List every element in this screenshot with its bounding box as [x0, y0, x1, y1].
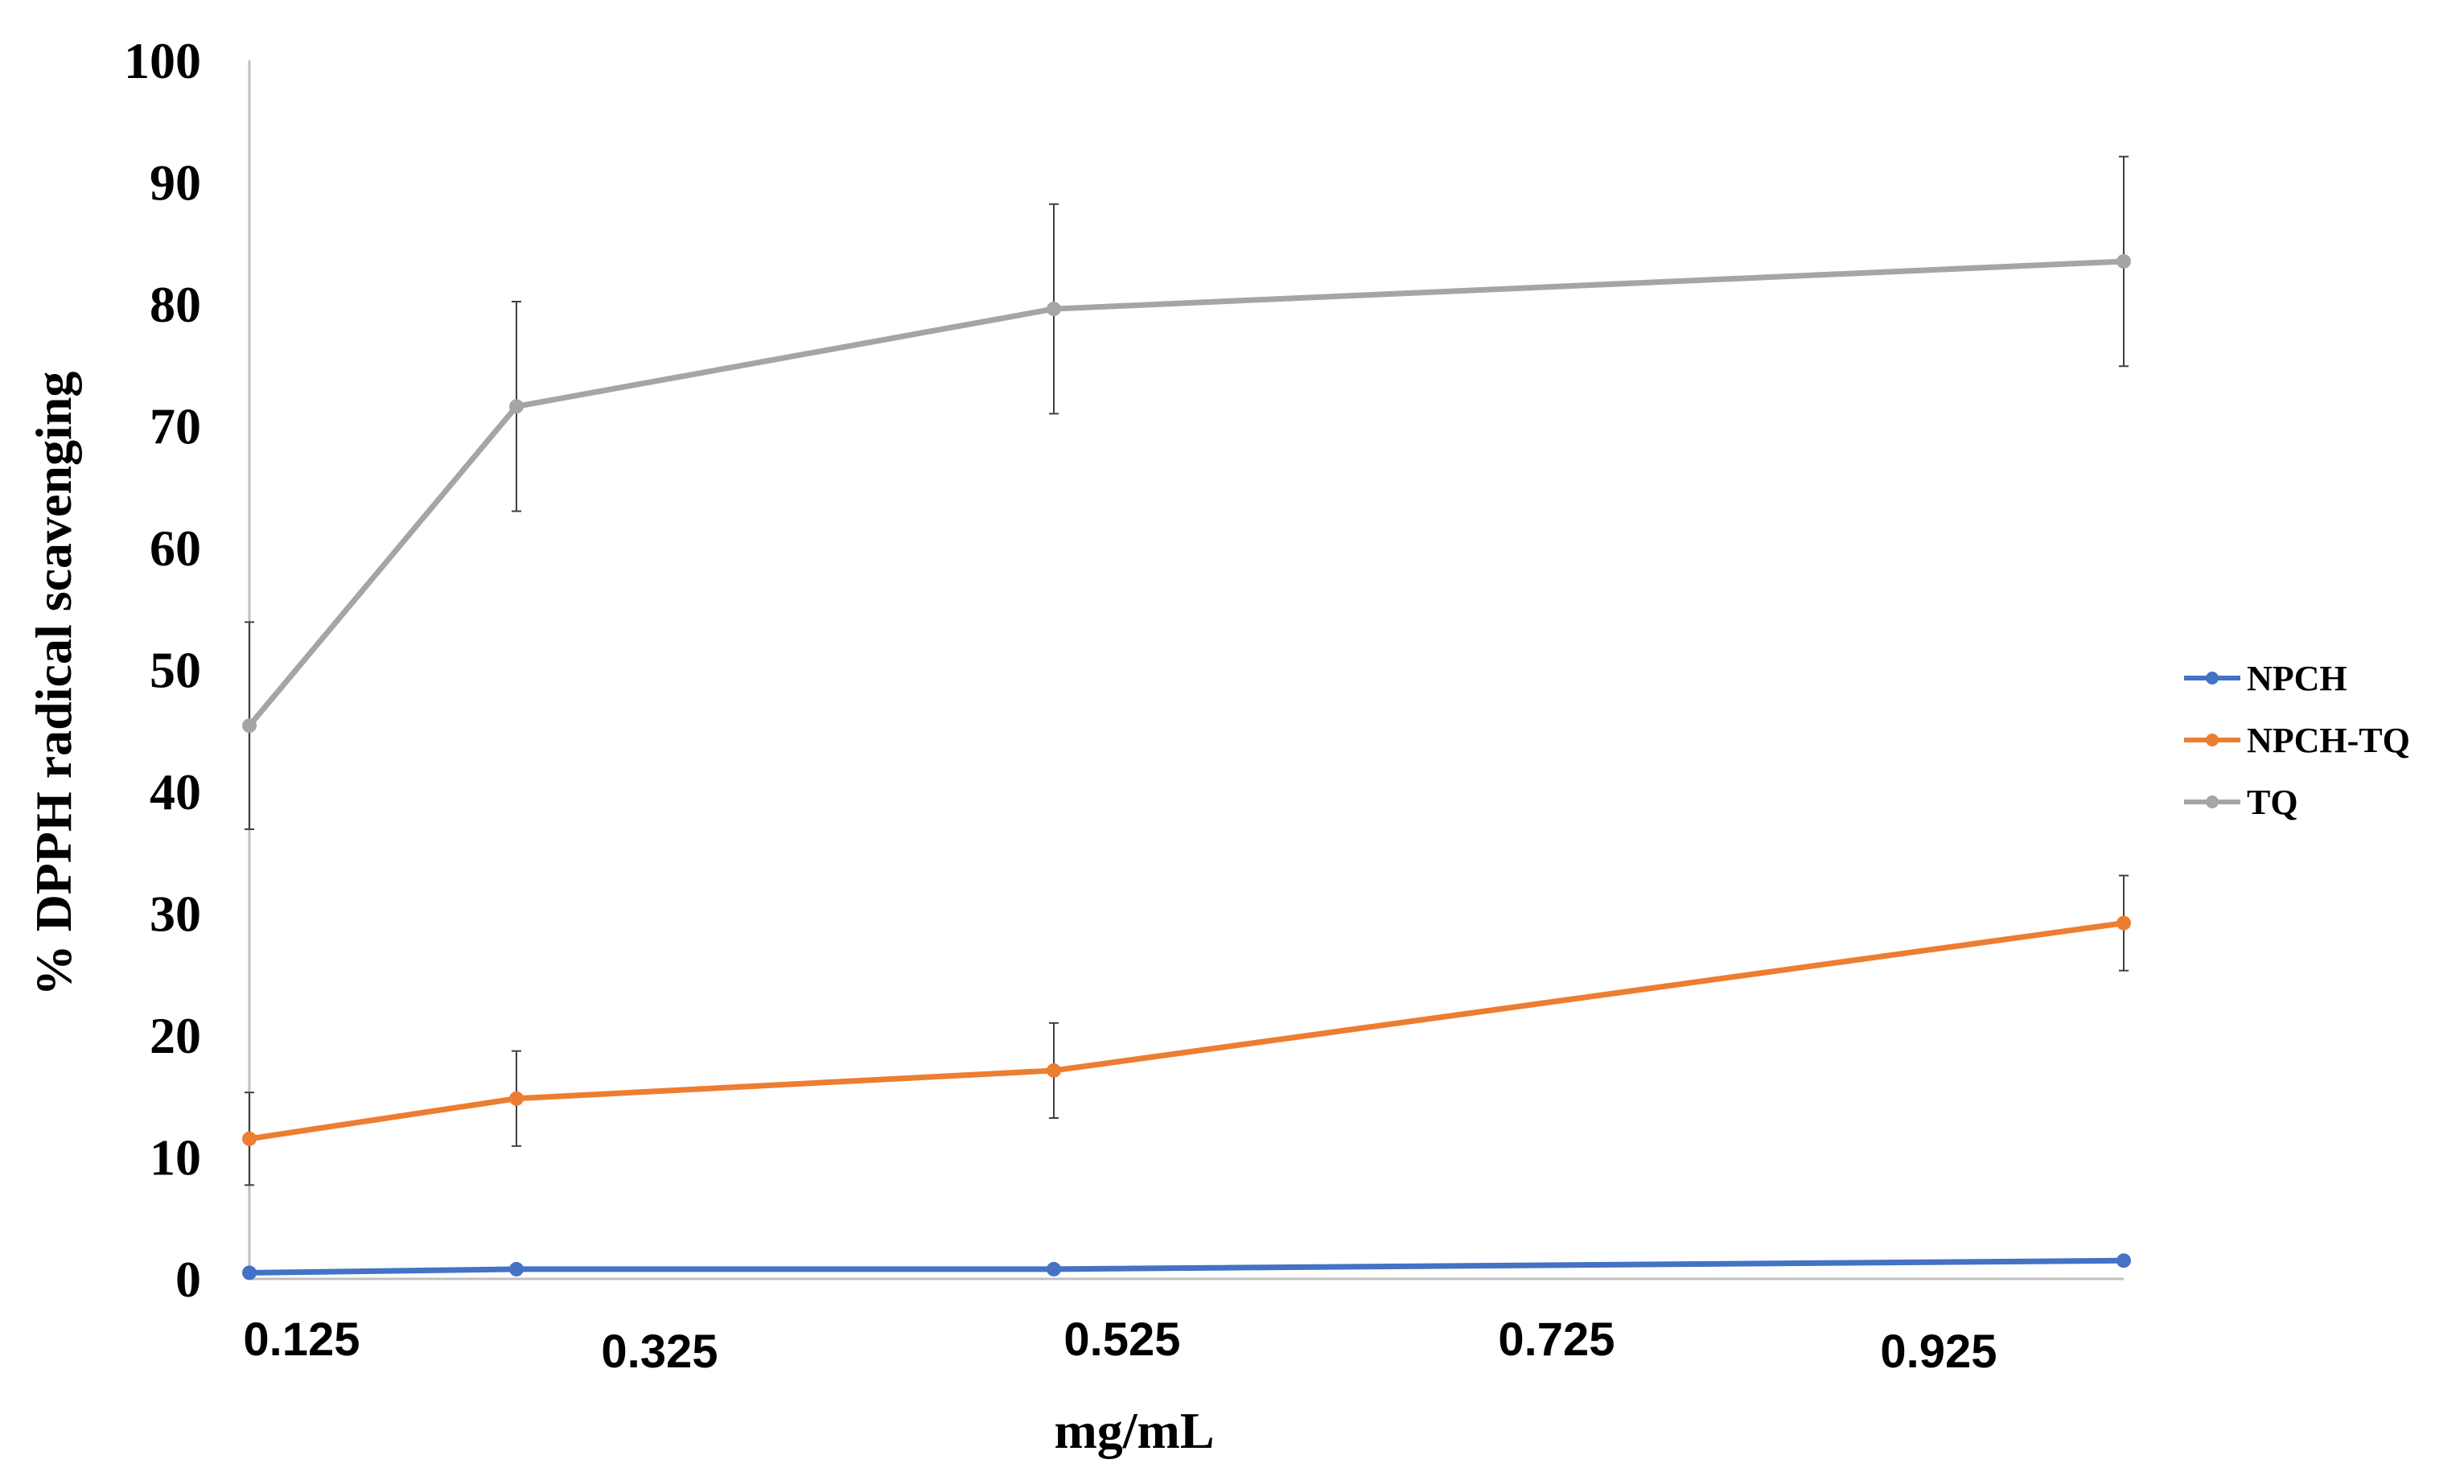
- x-tick-labels: 0.125 0.325 0.525 0.725 0.925: [243, 1313, 1997, 1378]
- series-lines: [246, 258, 2127, 1276]
- x-axis-title: mg/mL: [1054, 1402, 1214, 1459]
- legend-item: NPCH-TQ: [2184, 721, 2410, 760]
- legend-label: NPCH-TQ: [2247, 721, 2410, 760]
- data-point-npch: [509, 1261, 524, 1276]
- x-tick-label: 0.725: [1498, 1313, 1615, 1366]
- error-bars: [245, 155, 2129, 1186]
- data-point-npch-tq: [2116, 915, 2131, 931]
- data-point-npch-tq: [1047, 1063, 1061, 1078]
- y-tick-label: 40: [150, 763, 201, 820]
- y-tick-label: 50: [150, 642, 201, 699]
- x-tick-label: 0.325: [601, 1326, 718, 1378]
- series-line-tq: [246, 258, 2127, 729]
- y-tick-label: 100: [124, 32, 201, 89]
- x-tick-label: 0.125: [243, 1313, 360, 1366]
- data-point-npch-tq: [509, 1091, 524, 1106]
- data-point-npch: [2116, 1253, 2131, 1268]
- data-point-tq: [2116, 253, 2131, 269]
- legend-marker: [2206, 795, 2219, 808]
- y-tick-label: 70: [150, 398, 201, 455]
- y-axis-title: % DPPH radical scavenging: [25, 372, 82, 997]
- y-tick-label: 30: [150, 886, 201, 943]
- y-tick-label: 90: [150, 154, 201, 212]
- legend-marker: [2206, 672, 2219, 684]
- y-tick-label: 10: [150, 1129, 201, 1186]
- y-tick-label: 0: [175, 1251, 201, 1308]
- legend-label: TQ: [2247, 783, 2298, 822]
- y-tick-label: 60: [150, 520, 201, 577]
- y-tick-labels: 0 10 20 30 40 50 60 70 80 90 100: [124, 32, 201, 1308]
- legend-item: TQ: [2184, 783, 2298, 822]
- data-point-tq: [242, 718, 257, 734]
- y-tick-label: 80: [150, 276, 201, 333]
- legend-marker: [2206, 734, 2219, 746]
- data-point-tq: [1047, 302, 1061, 317]
- series-line-npch: [246, 1257, 2127, 1276]
- legend: NPCH NPCH-TQ TQ: [2184, 659, 2410, 822]
- legend-item: NPCH: [2184, 659, 2347, 698]
- data-point-npch: [1047, 1261, 1061, 1276]
- data-point-npch-tq: [242, 1131, 257, 1146]
- series-points: [242, 253, 2131, 1281]
- y-tick-label: 20: [150, 1007, 201, 1064]
- data-point-tq: [509, 399, 524, 414]
- x-tick-label: 0.525: [1063, 1313, 1180, 1366]
- data-point-npch: [242, 1265, 257, 1281]
- series-line-npch-tq: [246, 920, 2127, 1142]
- x-tick-label: 0.925: [1880, 1326, 1997, 1378]
- legend-label: NPCH: [2247, 659, 2347, 698]
